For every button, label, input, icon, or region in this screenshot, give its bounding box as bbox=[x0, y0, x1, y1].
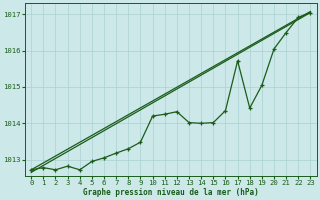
X-axis label: Graphe pression niveau de la mer (hPa): Graphe pression niveau de la mer (hPa) bbox=[83, 188, 259, 197]
